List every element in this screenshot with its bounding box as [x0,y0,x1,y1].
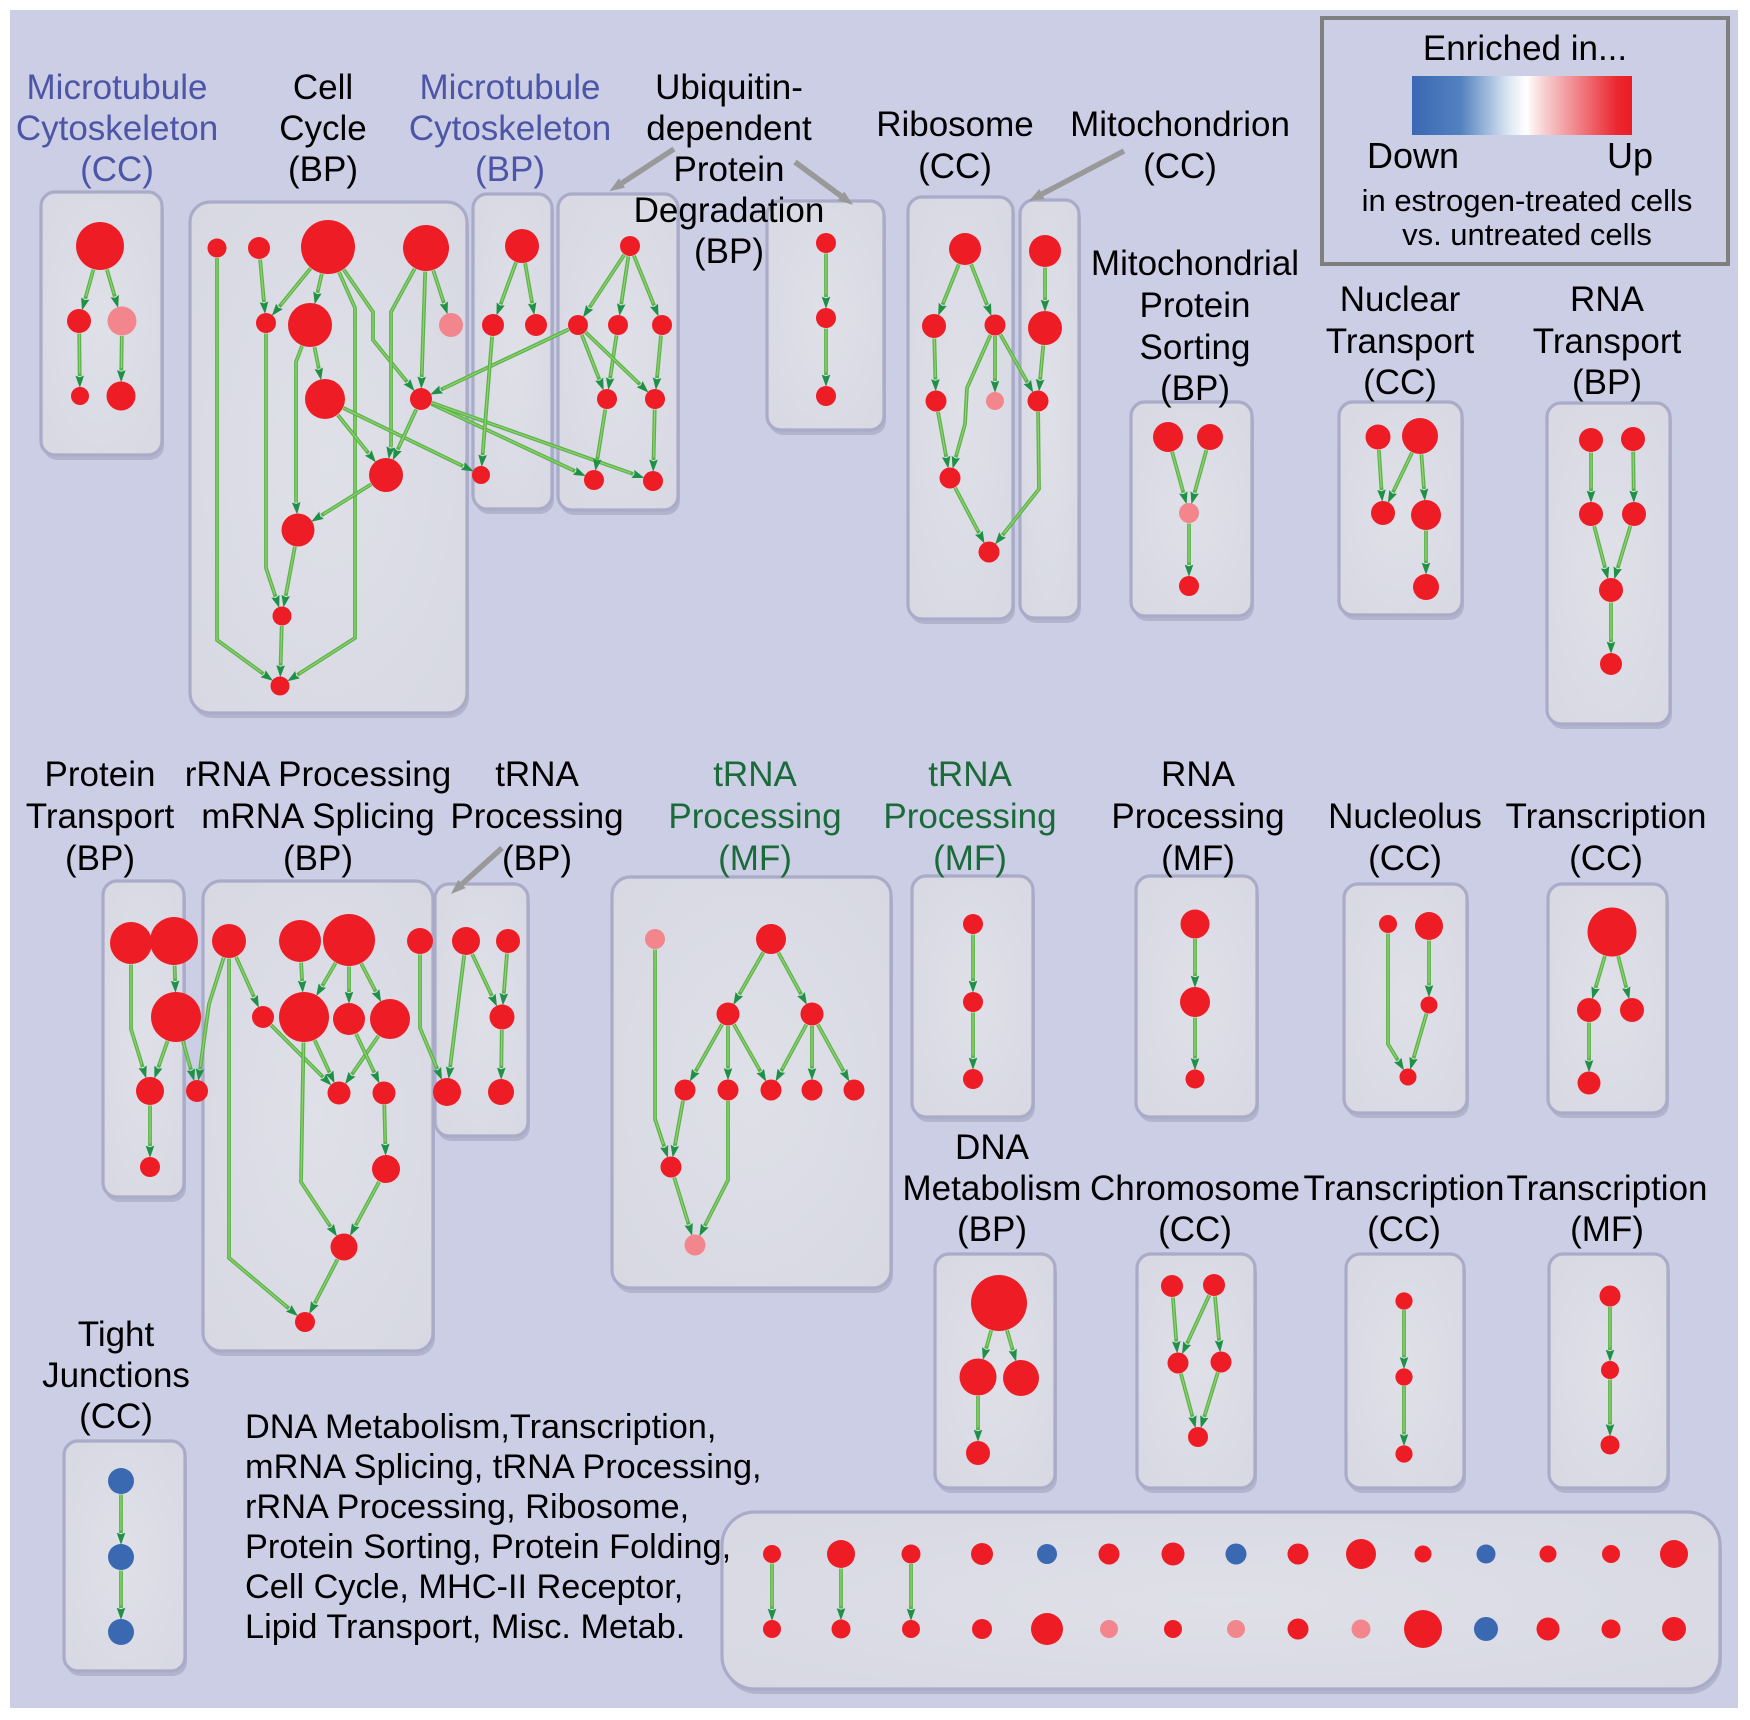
svg-text:Transcription: Transcription [1304,1169,1505,1208]
svg-text:Ubiquitin-: Ubiquitin- [655,68,803,107]
svg-text:Processing: Processing [1111,797,1284,836]
svg-text:Transport: Transport [1533,322,1682,361]
svg-text:Protein: Protein [674,150,785,189]
svg-text:Nucleolus: Nucleolus [1328,797,1482,836]
svg-text:mRNA Splicing: mRNA Splicing [201,797,434,836]
svg-text:(CC): (CC) [918,147,992,186]
svg-text:RNA: RNA [1570,280,1645,319]
svg-text:(CC): (CC) [1368,839,1442,878]
svg-text:Lipid Transport, Misc. Metab.: Lipid Transport, Misc. Metab. [245,1608,685,1646]
svg-text:DNA: DNA [955,1128,1030,1167]
svg-text:rRNA Processing, Ribosome,: rRNA Processing, Ribosome, [245,1488,689,1526]
svg-text:mRNA Splicing, tRNA Processing: mRNA Splicing, tRNA Processing, [245,1448,762,1486]
svg-text:Processing: Processing [883,797,1056,836]
svg-text:Protein: Protein [1140,286,1251,325]
svg-text:Processing: Processing [668,797,841,836]
svg-text:Down: Down [1367,135,1459,176]
svg-text:Protein Sorting, Protein Foldi: Protein Sorting, Protein Folding, [245,1528,731,1566]
svg-text:Cytoskeleton: Cytoskeleton [16,109,218,148]
svg-text:Transport: Transport [1326,322,1475,361]
svg-text:(BP): (BP) [288,150,358,189]
svg-text:(BP): (BP) [475,150,545,189]
svg-text:(MF): (MF) [1570,1210,1644,1249]
svg-text:(BP): (BP) [283,839,353,878]
svg-text:RNA: RNA [1161,755,1236,794]
svg-text:(CC): (CC) [1158,1210,1232,1249]
svg-text:Microtubule: Microtubule [420,68,601,107]
svg-text:tRNA: tRNA [928,755,1012,794]
svg-text:Sorting: Sorting [1140,328,1251,367]
svg-text:Nuclear: Nuclear [1340,280,1461,319]
svg-text:Transcription: Transcription [1507,1169,1708,1208]
svg-text:DNA Metabolism,Transcription,: DNA Metabolism,Transcription, [245,1408,716,1446]
svg-text:(CC): (CC) [1569,839,1643,878]
svg-text:Protein: Protein [45,755,156,794]
svg-text:vs. untreated cells: vs. untreated cells [1402,217,1652,252]
svg-text:(CC): (CC) [79,1397,153,1436]
svg-text:Cycle: Cycle [279,109,367,148]
svg-text:Mitochondrial: Mitochondrial [1091,244,1299,283]
svg-text:(CC): (CC) [1363,363,1437,402]
svg-text:tRNA: tRNA [713,755,797,794]
svg-text:dependent: dependent [646,109,812,148]
svg-text:(BP): (BP) [694,232,764,271]
svg-text:Ribosome: Ribosome [876,105,1034,144]
svg-text:(MF): (MF) [1161,839,1235,878]
svg-text:rRNA Processing: rRNA Processing [185,755,451,794]
svg-text:Microtubule: Microtubule [27,68,208,107]
svg-text:Junctions: Junctions [42,1356,190,1395]
svg-text:Processing: Processing [450,797,623,836]
svg-text:(BP): (BP) [1160,369,1230,408]
svg-text:Mitochondrion: Mitochondrion [1070,105,1290,144]
svg-text:(CC): (CC) [1143,147,1217,186]
svg-text:tRNA: tRNA [495,755,579,794]
svg-text:(MF): (MF) [933,839,1007,878]
svg-text:Cytoskeleton: Cytoskeleton [409,109,611,148]
svg-text:Enriched in...: Enriched in... [1423,29,1627,68]
svg-text:Chromosome: Chromosome [1090,1169,1300,1208]
svg-text:(BP): (BP) [65,839,135,878]
svg-text:in estrogen-treated cells: in estrogen-treated cells [1362,183,1693,218]
svg-text:(CC): (CC) [1367,1210,1441,1249]
svg-text:Cell: Cell [293,68,353,107]
svg-text:Transport: Transport [26,797,175,836]
svg-text:Cell Cycle, MHC-II Receptor,: Cell Cycle, MHC-II Receptor, [245,1568,683,1606]
svg-text:Metabolism: Metabolism [903,1169,1082,1208]
svg-text:(BP): (BP) [1572,363,1642,402]
svg-text:(BP): (BP) [502,839,572,878]
svg-text:Tight: Tight [78,1315,155,1354]
svg-text:Transcription: Transcription [1506,797,1707,836]
svg-text:(MF): (MF) [718,839,792,878]
svg-text:(CC): (CC) [80,150,154,189]
svg-text:(BP): (BP) [957,1210,1027,1249]
svg-text:Degradation: Degradation [634,191,825,230]
svg-text:Up: Up [1607,135,1653,176]
